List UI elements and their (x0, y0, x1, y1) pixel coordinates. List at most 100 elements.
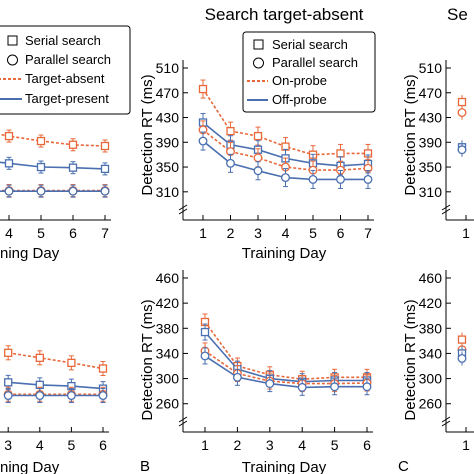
x-tick-label: 3 (266, 437, 274, 453)
axis-break-mark (178, 416, 188, 427)
data-point-circle (98, 391, 108, 400)
y-tick-label: 470 (419, 85, 443, 101)
x-tick-label: 1 (199, 225, 207, 241)
x-tick-label: 1 (462, 437, 470, 453)
legend-on-label: On-probe (272, 73, 327, 88)
axis-break-mark (441, 204, 451, 215)
data-point-square (200, 327, 210, 337)
data-point-circle (200, 351, 210, 361)
data-point-circle (198, 136, 208, 146)
y-tick-label: 390 (156, 134, 180, 150)
y-tick-label: 310 (156, 184, 180, 200)
data-point-square (36, 136, 46, 146)
axis-break-mark (441, 416, 451, 427)
y-tick-label: 340 (156, 345, 180, 361)
x-tick-label: 7 (101, 225, 109, 241)
data-point-circle (100, 186, 110, 196)
y-tick-label: 310 (419, 184, 443, 200)
data-point-circle (457, 354, 467, 363)
panel-label-b: B (140, 458, 150, 474)
y-tick-label: 350 (419, 159, 443, 175)
legend-serial-marker (253, 39, 264, 50)
x-tick-label: 3 (254, 225, 262, 241)
x-tick-label: 4 (282, 225, 290, 241)
data-point-circle (457, 108, 467, 118)
y-axis-label-top-right: Detection RT (ms) (402, 74, 419, 195)
data-point-circle (253, 166, 263, 176)
data-point-square (100, 164, 110, 174)
data-point-circle (297, 382, 307, 392)
data-point-square (253, 131, 263, 141)
x-tick-label: 6 (99, 437, 107, 453)
data-point-square (68, 140, 78, 149)
x-tick-label: 2 (234, 437, 242, 453)
series-line (204, 321, 367, 381)
data-point-circle (308, 174, 318, 184)
panel-title-center: Search target-absent (205, 5, 364, 24)
y-axis-label-bottom-right: Detection RT (ms) (402, 299, 419, 420)
x-axis-label-bottom-left: ning Day (0, 459, 60, 474)
data-point-square (198, 84, 208, 94)
data-point-square (36, 162, 46, 172)
legend-serial-marker (7, 35, 18, 46)
data-point-circle (265, 379, 275, 389)
legend-parallel-label: Parallel search (25, 52, 111, 67)
data-point-square (457, 335, 467, 344)
y-tick-label: 420 (419, 295, 443, 311)
y-tick-label: 260 (419, 396, 443, 412)
y-tick-label: 300 (156, 371, 180, 387)
data-point-circle (3, 391, 13, 400)
legend-serial-label: Serial search (25, 33, 101, 48)
legend-left: Serial search Parallel search Target-abs… (0, 25, 131, 115)
y-tick-label: 380 (419, 320, 443, 336)
data-point-circle (330, 382, 340, 392)
panel-title-right: Se (447, 5, 468, 24)
x-tick-label: 1 (462, 225, 470, 241)
data-point-square (226, 126, 235, 136)
x-tick-label: 1 (201, 437, 209, 453)
y-tick-label: 510 (156, 60, 180, 76)
y-axis-label-top-center: Detection RT (ms) (139, 74, 156, 195)
data-point-circle (232, 372, 242, 382)
legend-parallel-label: Parallel search (272, 55, 358, 70)
y-tick-label: 470 (156, 85, 180, 101)
data-point-square (4, 348, 13, 357)
x-tick-label: 6 (337, 225, 345, 241)
x-tick-label: 4 (298, 437, 306, 453)
y-tick-label: 460 (156, 270, 180, 286)
series-line (204, 331, 367, 383)
data-point-circle (253, 153, 263, 163)
y-tick-label: 350 (156, 159, 180, 175)
data-point-square (100, 141, 110, 151)
data-point-circle (68, 186, 78, 196)
data-point-circle (35, 391, 45, 400)
data-point-square (4, 378, 13, 387)
y-tick-label: 420 (156, 295, 180, 311)
x-tick-label: 5 (331, 437, 339, 453)
data-point-circle (336, 174, 345, 184)
data-point-circle (363, 174, 373, 184)
data-point-square (67, 358, 76, 368)
legend-parallel-marker (253, 57, 264, 69)
y-tick-label: 430 (419, 110, 443, 126)
legend-serial-label: Serial search (272, 37, 348, 52)
legend-center: Serial search Parallel search On-probe O… (242, 31, 376, 113)
data-point-circle (457, 145, 467, 155)
y-tick-label: 510 (419, 60, 443, 76)
data-point-square (35, 353, 44, 362)
data-point-circle (4, 186, 14, 196)
series-line (204, 355, 367, 389)
x-tick-label: 4 (5, 225, 13, 241)
y-tick-label: 300 (419, 371, 443, 387)
x-tick-label: 7 (364, 225, 372, 241)
axis-break-mark (178, 204, 188, 215)
data-point-circle (226, 158, 235, 168)
y-tick-label: 340 (419, 345, 443, 361)
x-tick-label: 4 (36, 437, 44, 453)
data-point-square (68, 163, 78, 172)
data-point-circle (362, 382, 372, 392)
data-point-square (98, 364, 108, 373)
y-tick-label: 430 (156, 110, 180, 126)
x-tick-label: 5 (37, 225, 45, 241)
